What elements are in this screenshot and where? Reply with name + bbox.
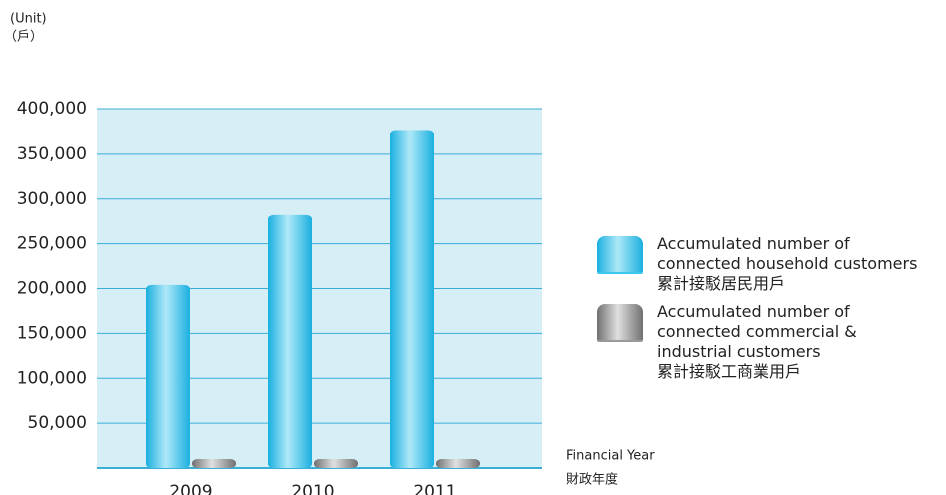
legend-label-zh: 累計接駁工商業用戶 (657, 362, 802, 381)
x-tick-label: 2011 (413, 482, 456, 495)
x-label-zh: 財政年度 (566, 472, 618, 488)
x-tick-label: 2010 (291, 482, 334, 495)
y-tick-label: 200,000 (17, 279, 87, 299)
y-tick-label: 400,000 (17, 99, 87, 119)
y-tick-label: 100,000 (17, 368, 87, 388)
bar (146, 284, 190, 468)
bar (390, 130, 434, 469)
y-tick-label: 150,000 (17, 323, 87, 343)
bar (436, 459, 480, 468)
y-tick-label: 250,000 (17, 234, 87, 254)
y-label-zh: （戶） (4, 30, 43, 45)
bar (268, 214, 312, 468)
bar (314, 459, 358, 468)
legend-swatch (597, 304, 643, 342)
y-label: (Unit) (10, 12, 47, 27)
legend-swatch (597, 236, 643, 274)
y-tick-label: 50,000 (28, 413, 87, 433)
legend-label-zh: 累計接駁居民用戶 (657, 274, 786, 293)
x-label: Financial Year (566, 449, 655, 464)
y-tick-label: 300,000 (17, 189, 87, 209)
legend-label: Accumulated number of connected househol… (657, 234, 918, 273)
x-tick-label: 2009 (169, 482, 212, 495)
bar (192, 459, 236, 468)
legend-label: Accumulated number of connected commerci… (657, 302, 857, 361)
y-tick-label: 350,000 (17, 144, 87, 164)
